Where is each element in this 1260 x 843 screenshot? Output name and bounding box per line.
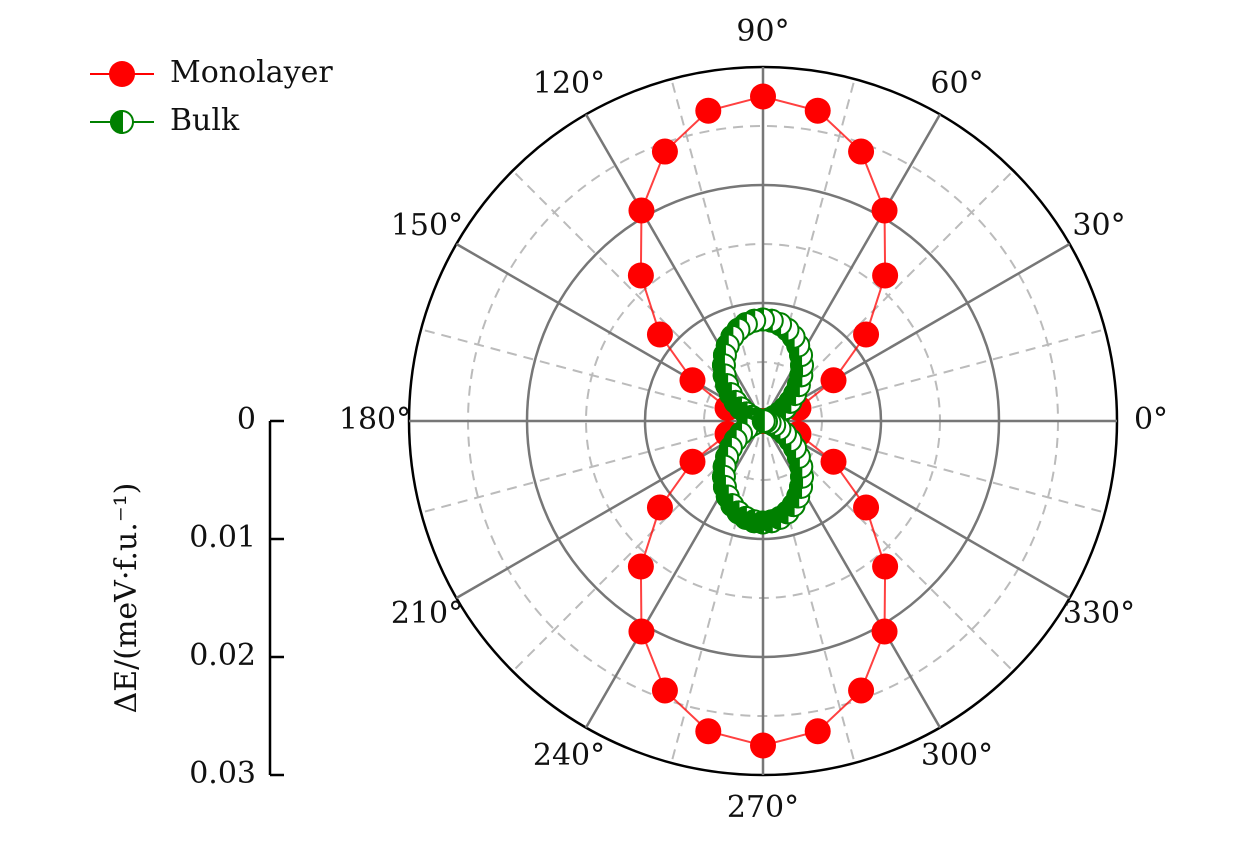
r-tick-label: 0 <box>237 402 256 437</box>
grid-spoke <box>762 242 1071 423</box>
marker <box>627 553 654 580</box>
minor-grid-spoke <box>670 420 764 764</box>
theta-tick-label: 300° <box>921 738 993 773</box>
grid-spoke <box>455 419 764 600</box>
theta-tick-label: 30° <box>1072 208 1125 243</box>
grid-spoke <box>762 419 1071 600</box>
marker <box>872 262 899 289</box>
r-tick-label: 0.03 <box>189 756 256 791</box>
legend-label: Bulk <box>170 103 240 138</box>
marker <box>820 367 847 394</box>
theta-tick-label: 0° <box>1134 402 1168 437</box>
r-tick-label: 0.01 <box>189 520 256 555</box>
marker <box>848 138 875 165</box>
marker <box>804 718 831 745</box>
marker <box>651 138 678 165</box>
marker-half <box>110 109 123 135</box>
theta-tick-label: 270° <box>727 790 799 825</box>
r-axis-label: ΔE/(meV·f.u.⁻¹) <box>109 483 144 714</box>
marker <box>627 262 654 289</box>
marker <box>871 197 898 224</box>
minor-grid-spoke <box>420 420 764 514</box>
theta-tick-label: 240° <box>533 738 605 773</box>
theta-tick-label: 90° <box>736 14 789 49</box>
marker <box>109 61 135 87</box>
theta-tick-label: 120° <box>533 66 605 101</box>
marker <box>628 197 655 224</box>
minor-grid-spoke <box>762 420 1106 514</box>
marker <box>848 677 875 704</box>
grid-spoke <box>455 242 764 423</box>
marker <box>646 494 673 521</box>
marker <box>679 448 706 475</box>
marker <box>804 97 831 124</box>
marker <box>872 553 899 580</box>
legend-label: Monolayer <box>170 55 333 90</box>
marker <box>853 321 880 348</box>
theta-tick-label: 60° <box>930 66 983 101</box>
marker <box>750 732 776 759</box>
marker-half <box>751 510 764 535</box>
marker <box>695 97 722 124</box>
minor-grid-spoke <box>670 78 764 422</box>
marker <box>853 494 880 521</box>
minor-grid-spoke <box>762 78 856 422</box>
marker <box>679 367 706 394</box>
marker-half <box>751 409 765 434</box>
marker <box>628 618 655 645</box>
theta-tick-label: 210° <box>391 596 463 631</box>
marker <box>751 409 776 434</box>
minor-grid-spoke <box>420 328 764 422</box>
theta-tick-label: 150° <box>391 208 463 243</box>
marker <box>646 321 673 348</box>
marker <box>750 83 776 110</box>
marker <box>651 677 678 704</box>
marker <box>820 448 847 475</box>
minor-grid-spoke <box>762 420 856 764</box>
marker <box>110 109 134 135</box>
marker-half <box>742 509 756 534</box>
theta-tick-label: 330° <box>1063 596 1135 631</box>
marker <box>695 718 722 745</box>
theta-tick-label: 180° <box>339 402 411 437</box>
minor-grid-spoke <box>762 328 1106 422</box>
marker <box>871 618 898 645</box>
r-tick-label: 0.02 <box>189 638 256 673</box>
